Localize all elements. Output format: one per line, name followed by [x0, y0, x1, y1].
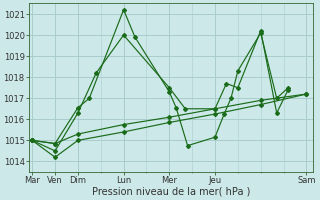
- X-axis label: Pression niveau de la mer( hPa ): Pression niveau de la mer( hPa ): [92, 187, 250, 197]
